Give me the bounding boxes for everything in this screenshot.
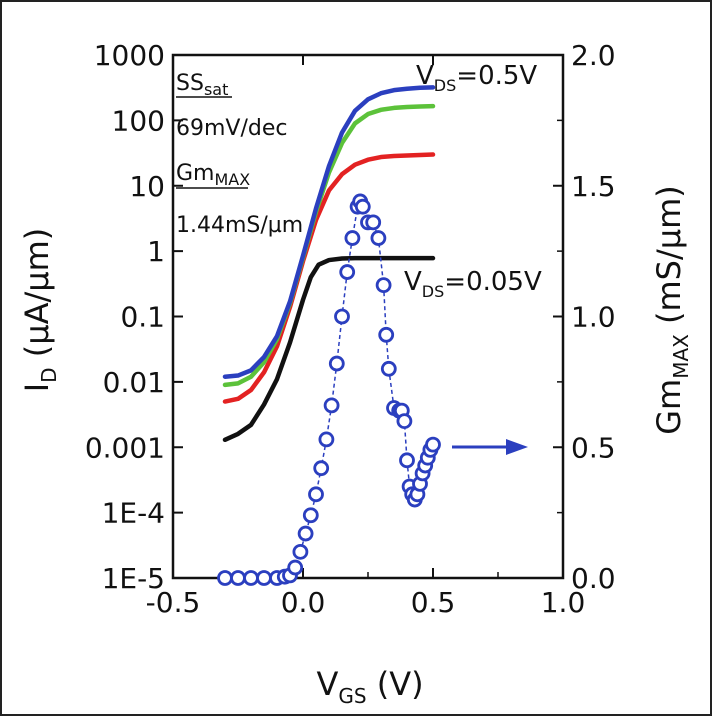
data-point — [344, 230, 361, 246]
y-left-tick-label: 1E-4 — [102, 497, 165, 530]
data-point — [256, 570, 272, 586]
gm-annotation: GmMAX 1.44mS/µm — [176, 161, 303, 238]
data-point — [217, 570, 233, 586]
data-point — [287, 559, 304, 576]
y-left-tick-label: 1E-5 — [102, 562, 165, 595]
y-left-axis-title: ID (µA/µm) — [18, 228, 61, 393]
y-left-tick-label: 0.01 — [103, 366, 165, 399]
y-left-tick-label: 1 — [147, 235, 165, 268]
data-point — [308, 486, 324, 503]
y-right-tick-label: 1.0 — [571, 301, 616, 334]
data-point — [375, 277, 392, 294]
series-line — [222, 255, 436, 443]
data-point — [425, 436, 441, 453]
data-point — [313, 460, 330, 477]
data-point — [380, 360, 397, 377]
x-tick-label: 0.0 — [281, 586, 326, 619]
y-left-tick-label: 0.1 — [120, 301, 165, 334]
data-point — [354, 198, 371, 215]
y-right-axis-title: GmMAX (mS/µm) — [650, 185, 693, 435]
data-point — [328, 355, 345, 372]
data-point — [302, 507, 319, 524]
series-0 — [222, 255, 436, 443]
y-right-tick-label: 0.0 — [571, 562, 616, 595]
data-point — [292, 543, 309, 560]
y-left-tick-label: 1000 — [94, 39, 165, 72]
series-layer — [217, 85, 441, 586]
x-axis-title: VGS (V) — [316, 665, 423, 708]
ss-value: 69mV/dec — [176, 116, 287, 141]
series-4 — [217, 193, 441, 586]
data-point — [243, 570, 259, 586]
y-right-tick-label: 1.5 — [571, 170, 616, 203]
data-point — [318, 431, 335, 448]
vds-high-label: VDS=0.5V — [416, 61, 537, 95]
data-point — [378, 326, 395, 343]
right-axis-arrow — [452, 439, 528, 455]
ticks: -0.5 0.0 0.5 1.0 1000 100 10 1 0.1 0.01 0.001 1E-4 1… — [85, 39, 616, 619]
data-point — [323, 397, 340, 414]
data-point — [297, 525, 314, 542]
data-point — [339, 264, 356, 280]
y-right-tick-label: 2.0 — [571, 39, 616, 72]
arrow-head — [506, 439, 528, 455]
gm-label: GmMAX — [176, 161, 250, 189]
series-line — [222, 152, 436, 404]
x-tick-label: 0.5 — [411, 586, 456, 619]
x-tick-label: 1.0 — [541, 586, 586, 619]
y-left-tick-label: 10 — [129, 170, 165, 203]
data-point — [230, 570, 246, 586]
data-point — [365, 214, 382, 231]
data-point — [334, 308, 350, 325]
ss-annotation: SSsat 69mV/dec — [176, 71, 287, 141]
y-left-tick-label: 100 — [112, 104, 165, 137]
y-left-tick-label: 0.001 — [85, 431, 165, 464]
x-tick-label: -0.5 — [146, 586, 201, 619]
data-point — [396, 413, 413, 430]
series-line — [222, 85, 436, 379]
data-point — [399, 452, 415, 469]
series-1 — [222, 152, 436, 404]
ss-label: SSsat — [176, 71, 228, 99]
data-point — [370, 230, 387, 246]
vds-low-label: VDS=0.05V — [404, 267, 542, 301]
gm-value: 1.44mS/µm — [176, 213, 303, 238]
series-3 — [222, 85, 436, 379]
y-right-tick-label: 0.5 — [571, 431, 616, 464]
